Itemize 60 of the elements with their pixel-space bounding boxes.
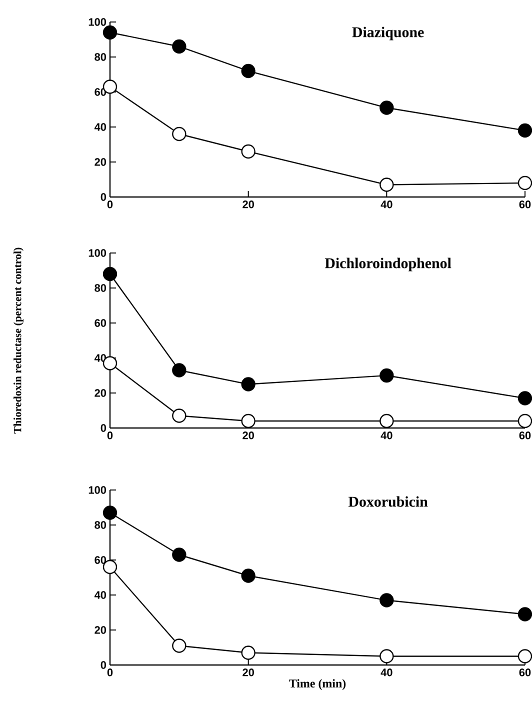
point (241, 646, 256, 660)
point (172, 363, 186, 378)
y-tick-label: 80 (94, 521, 106, 529)
point (241, 144, 256, 159)
y-tick-label: 0 (100, 661, 106, 669)
point (172, 638, 186, 653)
x-tick-label: 20 (242, 668, 254, 676)
x-tick-label: 40 (380, 668, 392, 676)
point (102, 506, 118, 520)
x-tick-label: 0 (107, 668, 113, 676)
point (380, 649, 394, 664)
x-tick-label: 40 (380, 200, 392, 208)
point (102, 266, 118, 282)
x-axis-title: Time (min) (289, 679, 346, 690)
point (172, 548, 186, 562)
point (518, 176, 532, 190)
y-tick-label: 20 (94, 389, 106, 397)
x-tick-label: 20 (242, 432, 254, 440)
point (518, 391, 532, 406)
x-tick-label: 60 (519, 668, 531, 676)
point (380, 414, 394, 428)
x-tick-label: 60 (519, 432, 531, 440)
point (241, 377, 256, 392)
x-tick-label: 40 (380, 432, 392, 440)
point (380, 178, 394, 192)
point (518, 414, 532, 428)
y-tick-label: 100 (88, 18, 106, 26)
x-tick-label: 0 (107, 432, 113, 440)
y-tick-label: 80 (94, 284, 106, 292)
point (102, 25, 118, 40)
point (241, 64, 256, 78)
y-tick-label: 40 (94, 123, 106, 131)
point (172, 126, 186, 142)
chart-title: Diaziquone (352, 26, 424, 40)
x-tick-label: 60 (519, 200, 531, 208)
point (172, 408, 186, 423)
y-tick-label: 20 (94, 626, 106, 634)
point (518, 649, 532, 664)
y-axis-title: Thioredoxin reductase (percent control) (14, 248, 24, 434)
x-tick-label: 0 (107, 200, 113, 208)
y-tick-label: 100 (88, 249, 106, 257)
y-tick-label: 20 (94, 158, 106, 166)
point (241, 568, 256, 583)
point (380, 593, 394, 608)
point (172, 39, 186, 54)
chart-title: Dichloroindophenol (324, 258, 452, 272)
y-tick-label: 60 (94, 319, 106, 327)
point (380, 368, 394, 383)
y-tick-label: 80 (94, 53, 106, 61)
point (380, 100, 394, 115)
point (518, 607, 532, 622)
point (518, 123, 532, 138)
x-tick-label: 20 (242, 200, 254, 208)
y-tick-label: 40 (94, 591, 106, 599)
y-tick-label: 60 (94, 556, 106, 564)
y-tick-label: 0 (100, 193, 106, 201)
y-tick-label: 100 (88, 486, 106, 494)
chart-title: Doxorubicin (348, 496, 428, 507)
y-tick-label: 0 (100, 424, 106, 432)
point (241, 414, 256, 428)
